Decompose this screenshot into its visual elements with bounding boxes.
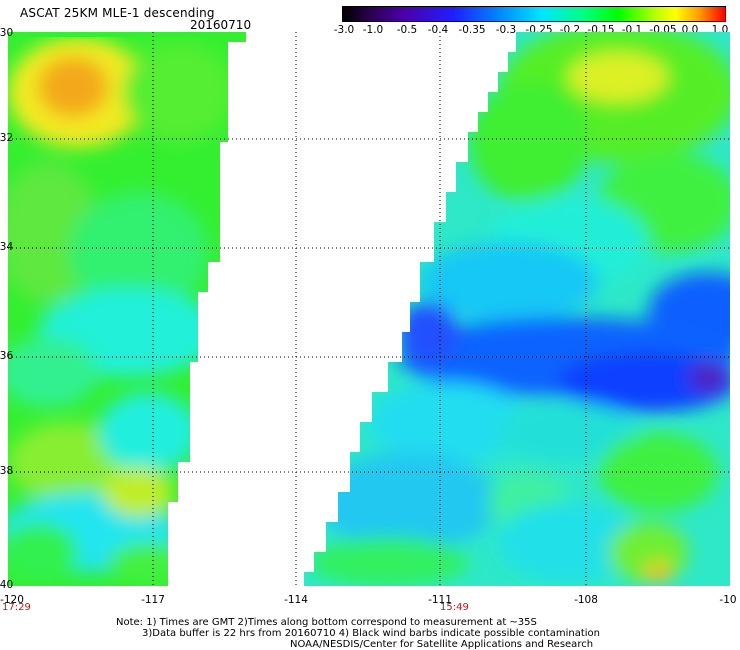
lon-label: -117	[141, 594, 165, 606]
colorbar-label: -0.4	[427, 24, 449, 36]
map-grid	[8, 32, 730, 586]
lat-label: -36	[0, 350, 14, 362]
left-swath	[8, 32, 246, 586]
colorbar	[342, 6, 726, 22]
colorbar-label: -0.3	[495, 24, 517, 36]
colorbar-label: -1.0	[362, 24, 384, 36]
map-frame	[8, 32, 730, 586]
right-swath-time: 15:49	[440, 602, 469, 613]
lon-label: -10	[719, 594, 737, 606]
right-swath	[304, 32, 730, 586]
lat-label: -40	[0, 579, 14, 591]
lon-label: -120	[0, 594, 24, 606]
lat-label: -30	[0, 27, 14, 39]
colorbar-label: -0.5	[396, 24, 418, 36]
lat-label: -32	[0, 132, 14, 144]
lon-label: -108	[574, 594, 598, 606]
left-swath-time: 17:29	[2, 602, 31, 613]
lat-label: -34	[0, 241, 14, 253]
lon-label: -111	[428, 594, 452, 606]
colorbar-label: -3.0	[333, 24, 355, 36]
lon-label: -114	[284, 594, 308, 606]
plot-title: ASCAT 25KM MLE-1 descending	[20, 6, 215, 20]
lat-label: -38	[0, 465, 14, 477]
footnote-line-2: 3)Data buffer is 22 hrs from 20160710 4)…	[142, 628, 600, 639]
colorbar-label: -0.35	[458, 24, 486, 36]
footnote-line-3: NOAA/NESDIS/Center for Satellite Applica…	[290, 639, 594, 650]
wind-map	[8, 32, 730, 586]
plot-date: 20160710	[190, 18, 252, 32]
footnote: Note: 1) Times are GMT 2)Times along bot…	[0, 617, 740, 650]
footnote-line-1: Note: 1) Times are GMT 2)Times along bot…	[116, 617, 537, 628]
